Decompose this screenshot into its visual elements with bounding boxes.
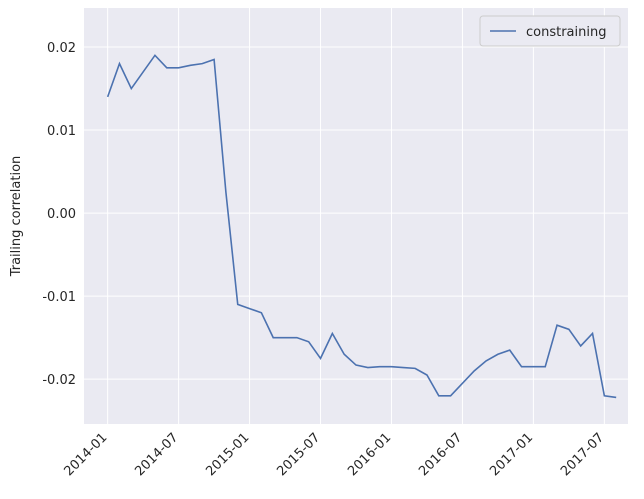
- x-tick-label: 2015-01: [203, 430, 252, 479]
- x-tick-label: 2014-01: [61, 430, 110, 479]
- y-tick-label: 0.02: [47, 41, 76, 56]
- y-tick-label: -0.02: [42, 373, 76, 388]
- x-tick-label: 2016-01: [345, 430, 394, 479]
- x-tick-label: 2017-01: [487, 430, 536, 479]
- x-tick-label: 2016-07: [416, 430, 465, 479]
- y-tick-label: 0.01: [47, 124, 76, 139]
- legend-box: [479, 15, 621, 47]
- series-line: [106, 54, 617, 399]
- plot-area: [84, 8, 628, 424]
- y-axis-label: Trailing correlation: [9, 156, 24, 278]
- y-tick-label: -0.01: [42, 290, 76, 305]
- y-tick-label: 0.00: [47, 207, 76, 222]
- x-tick-label: 2014-07: [132, 430, 181, 479]
- x-tick-label: 2015-07: [274, 430, 323, 479]
- marks: [106, 54, 617, 399]
- grid: [84, 8, 628, 424]
- x-tick-label: 2017-07: [558, 430, 607, 479]
- legend-label: constraining: [526, 25, 606, 40]
